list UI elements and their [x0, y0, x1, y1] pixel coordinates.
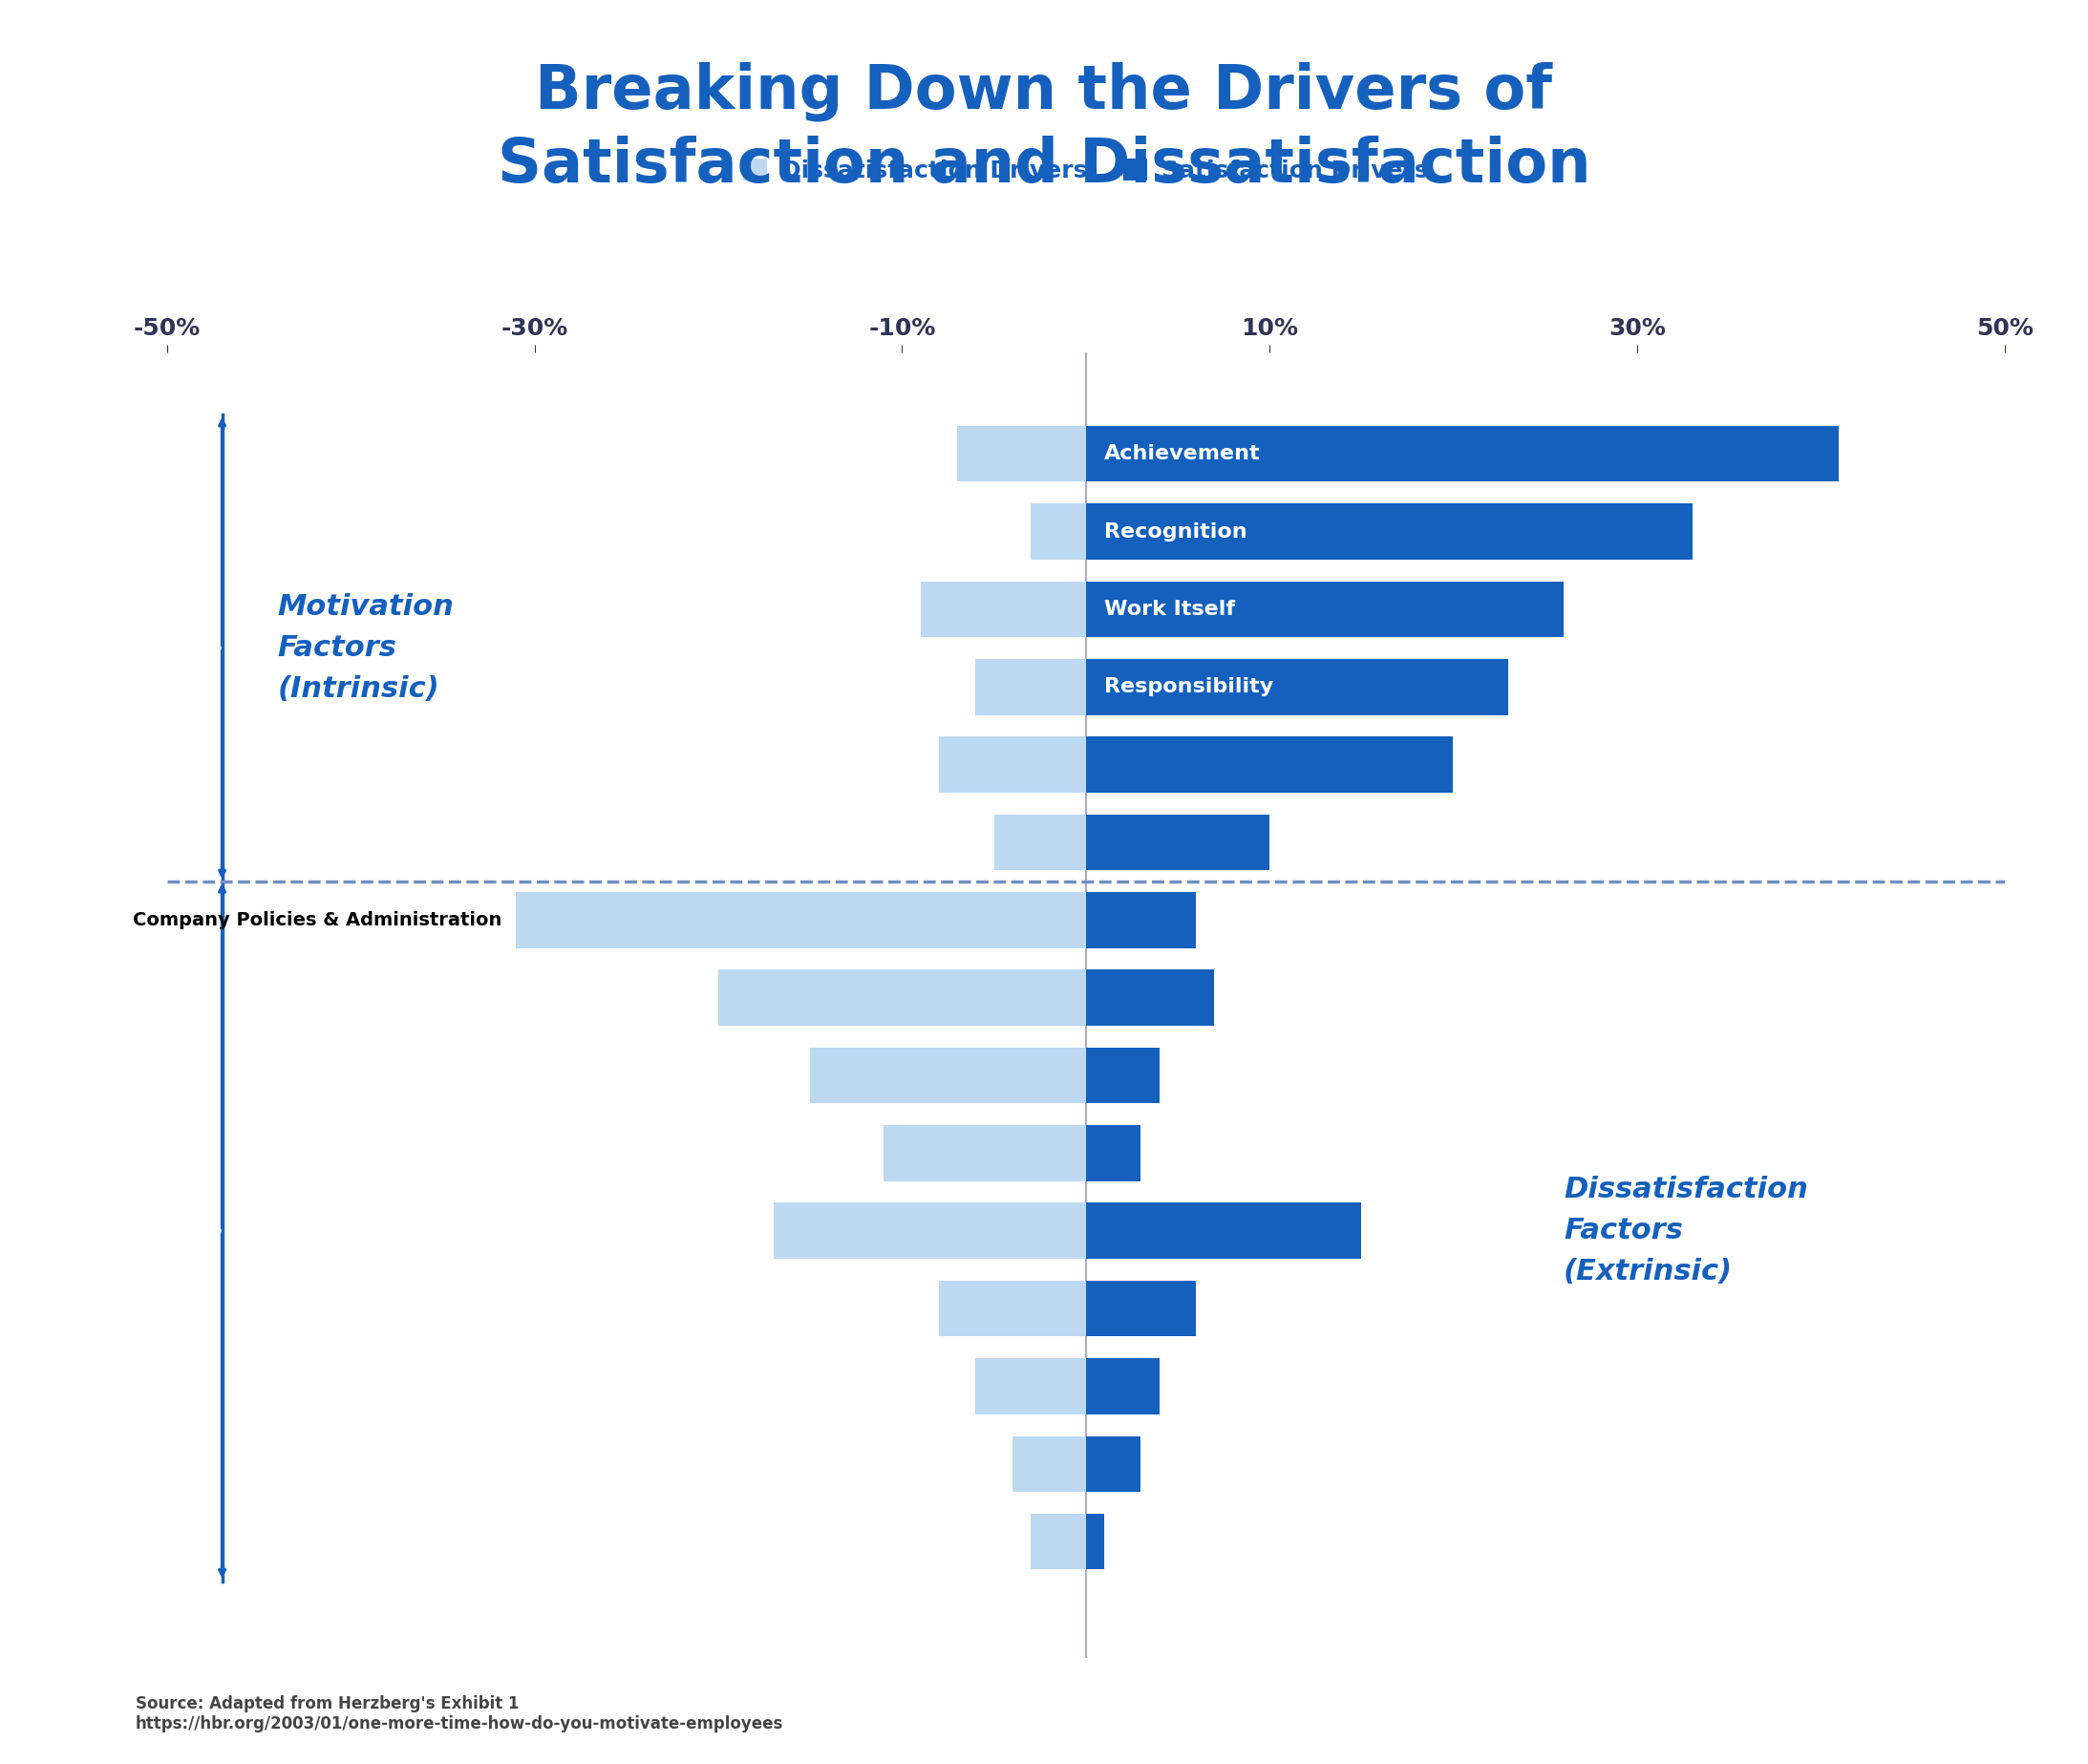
- Bar: [516, 893, 1086, 947]
- Bar: [1086, 660, 1508, 714]
- Text: Recognition: Recognition: [1105, 522, 1247, 542]
- Bar: [1086, 737, 1453, 792]
- Text: Responsibility: Responsibility: [1105, 677, 1274, 697]
- Bar: [956, 425, 1086, 482]
- Bar: [1086, 815, 1270, 870]
- Text: Achievement: Achievement: [1105, 445, 1261, 464]
- Text: Dissatisfaction
Factors
(Extrinsic): Dissatisfaction Factors (Extrinsic): [1564, 1177, 1808, 1286]
- Bar: [718, 970, 1086, 1025]
- Bar: [1086, 1125, 1140, 1182]
- Bar: [883, 1125, 1086, 1182]
- Bar: [1086, 580, 1564, 637]
- Bar: [921, 580, 1086, 637]
- Text: Work Itself: Work Itself: [1105, 600, 1234, 619]
- Bar: [1013, 1436, 1086, 1492]
- Bar: [1086, 1048, 1159, 1104]
- Bar: [1086, 970, 1215, 1025]
- Bar: [1086, 1358, 1159, 1415]
- Bar: [1031, 503, 1086, 559]
- Bar: [1086, 1203, 1361, 1259]
- Bar: [1086, 1436, 1140, 1492]
- Bar: [773, 1203, 1086, 1259]
- Bar: [940, 737, 1086, 792]
- Bar: [1031, 1514, 1086, 1570]
- Bar: [1086, 893, 1196, 947]
- Text: Motivation
Factors
(Intrinsic): Motivation Factors (Intrinsic): [278, 593, 453, 702]
- Bar: [1086, 1514, 1105, 1570]
- Text: Source: Adapted from Herzberg's Exhibit 1
https://hbr.org/2003/01/one-more-time-: Source: Adapted from Herzberg's Exhibit …: [136, 1695, 783, 1732]
- Bar: [994, 815, 1086, 870]
- Bar: [975, 1358, 1086, 1415]
- Legend: Dissatisfaction Drivers, Satisfaction Drivers: Dissatisfaction Drivers, Satisfaction Dr…: [733, 150, 1439, 192]
- Text: Company Policies & Administration: Company Policies & Administration: [132, 910, 501, 930]
- Bar: [940, 1281, 1086, 1337]
- Text: Breaking Down the Drivers of
Satisfaction and Dissatisfaction: Breaking Down the Drivers of Satisfactio…: [497, 62, 1591, 194]
- Bar: [1086, 1281, 1196, 1337]
- Bar: [1086, 425, 1840, 482]
- Bar: [810, 1048, 1086, 1104]
- Bar: [1086, 503, 1691, 559]
- Bar: [975, 660, 1086, 714]
